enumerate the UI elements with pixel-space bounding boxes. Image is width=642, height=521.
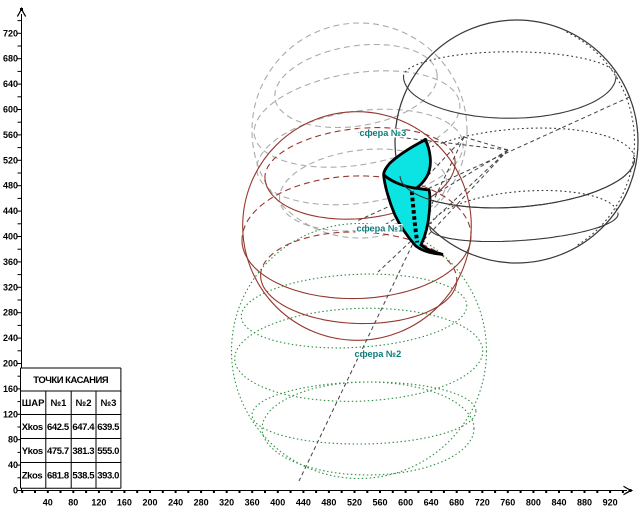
svg-text:Zkos: Zkos — [22, 470, 43, 481]
svg-text:сфера №1: сфера №1 — [357, 224, 404, 234]
svg-text:560: 560 — [3, 130, 18, 140]
svg-text:200: 200 — [3, 359, 18, 369]
svg-text:160: 160 — [3, 384, 18, 394]
svg-text:720: 720 — [3, 28, 18, 38]
svg-text:ШАР: ШАР — [22, 398, 45, 409]
svg-text:475.7: 475.7 — [47, 446, 69, 457]
svg-text:393.0: 393.0 — [97, 470, 119, 481]
svg-text:681.8: 681.8 — [47, 470, 69, 481]
svg-text:600: 600 — [398, 498, 413, 508]
svg-text:сфера №2: сфера №2 — [355, 349, 402, 359]
svg-text:480: 480 — [321, 498, 336, 508]
svg-text:538.5: 538.5 — [72, 470, 95, 481]
svg-text:240: 240 — [168, 498, 183, 508]
svg-text:80: 80 — [8, 435, 18, 445]
svg-text:120: 120 — [91, 498, 106, 508]
svg-text:Ykos: Ykos — [22, 446, 43, 457]
svg-text:440: 440 — [296, 498, 311, 508]
svg-text:№3: №3 — [101, 398, 117, 409]
svg-text:Xkos: Xkos — [22, 422, 43, 433]
svg-text:400: 400 — [3, 232, 18, 242]
svg-text:440: 440 — [3, 206, 18, 216]
svg-text:40: 40 — [8, 460, 18, 470]
svg-text:640: 640 — [3, 79, 18, 89]
svg-text:320: 320 — [3, 282, 18, 292]
svg-text:760: 760 — [500, 498, 515, 508]
svg-text:№1: №1 — [51, 398, 68, 409]
svg-text:480: 480 — [3, 181, 18, 191]
svg-text:ТОЧКИ КАСАНИЯ: ТОЧКИ КАСАНИЯ — [33, 375, 108, 386]
svg-text:642.5: 642.5 — [47, 422, 70, 433]
svg-text:560: 560 — [372, 498, 387, 508]
svg-text:120: 120 — [3, 409, 18, 419]
svg-text:555.0: 555.0 — [97, 446, 119, 457]
svg-text:920: 920 — [603, 498, 618, 508]
svg-text:160: 160 — [117, 498, 132, 508]
svg-text:640: 640 — [424, 498, 439, 508]
svg-text:280: 280 — [3, 308, 18, 318]
svg-text:сфера №3: сфера №3 — [360, 128, 407, 138]
svg-text:639.5: 639.5 — [97, 422, 120, 433]
svg-text:320: 320 — [219, 498, 234, 508]
svg-text:680: 680 — [3, 54, 18, 64]
svg-text:№2: №2 — [76, 398, 92, 409]
svg-text:647.4: 647.4 — [72, 422, 95, 433]
svg-text:800: 800 — [526, 498, 541, 508]
svg-text:80: 80 — [68, 498, 78, 508]
svg-text:280: 280 — [194, 498, 209, 508]
svg-text:381.3: 381.3 — [72, 446, 94, 457]
svg-text:360: 360 — [245, 498, 260, 508]
svg-text:0: 0 — [13, 486, 18, 496]
svg-text:240: 240 — [3, 333, 18, 343]
svg-text:720: 720 — [475, 498, 490, 508]
svg-text:600: 600 — [3, 105, 18, 115]
svg-text:880: 880 — [577, 498, 592, 508]
svg-text:680: 680 — [449, 498, 464, 508]
svg-text:520: 520 — [347, 498, 362, 508]
svg-text:360: 360 — [3, 257, 18, 267]
svg-text:520: 520 — [3, 155, 18, 165]
svg-text:40: 40 — [43, 498, 53, 508]
svg-text:400: 400 — [270, 498, 285, 508]
svg-text:840: 840 — [551, 498, 566, 508]
svg-text:200: 200 — [142, 498, 157, 508]
